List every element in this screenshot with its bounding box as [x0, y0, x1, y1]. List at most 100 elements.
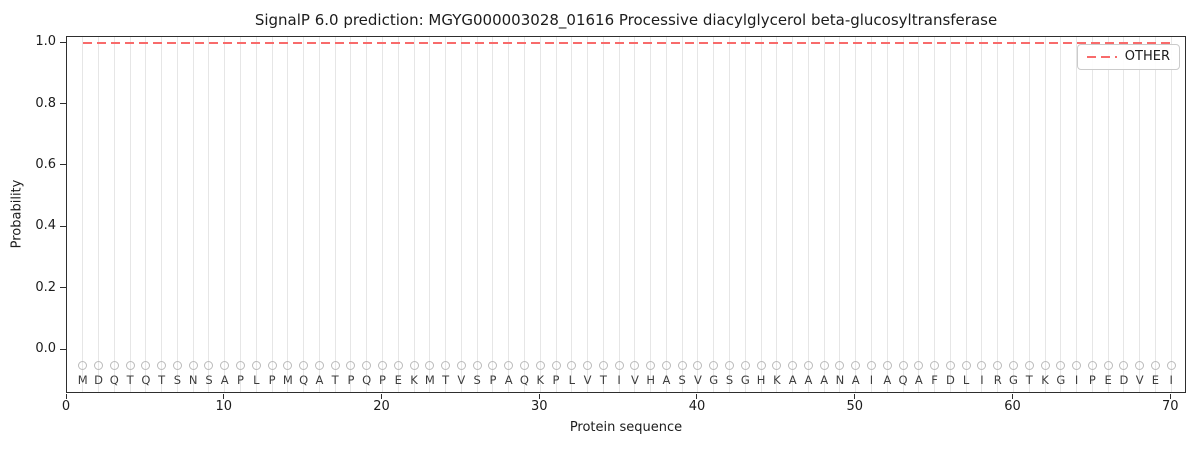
gridline	[1012, 37, 1014, 392]
sequence-letter: Q	[299, 372, 309, 387]
x-tick-mark	[1011, 394, 1013, 399]
residue-marker	[583, 360, 593, 370]
sequence-letter: S	[173, 372, 182, 387]
gridline	[981, 37, 983, 392]
sequence-letter: P	[489, 372, 497, 387]
legend-dashed-line-swatch	[1086, 55, 1117, 58]
sequence-letter: R	[993, 372, 1002, 387]
gridline	[744, 37, 746, 392]
gridline	[918, 37, 920, 392]
sequence-letter: T	[126, 372, 134, 387]
gridline	[1154, 37, 1156, 392]
sequence-letter: I	[869, 372, 874, 387]
sequence-letter: A	[804, 372, 813, 387]
residue-marker	[567, 360, 577, 370]
residue-marker	[630, 360, 640, 370]
gridline	[571, 37, 573, 392]
residue-marker	[472, 360, 482, 370]
sequence-letter: P	[237, 372, 244, 387]
residue-marker	[614, 360, 624, 370]
sequence-letter: E	[1151, 372, 1160, 387]
residue-marker	[330, 360, 340, 370]
gridline	[176, 37, 178, 392]
gridline	[1170, 37, 1172, 392]
sequence-letter: Q	[141, 372, 151, 387]
gridline	[303, 37, 305, 392]
sequence-letter: I	[1169, 372, 1173, 387]
residue-marker	[551, 360, 561, 370]
residue-marker	[393, 360, 403, 370]
sequence-letter: M	[424, 372, 435, 387]
sequence-letter: Q	[362, 372, 372, 387]
y-tick-mark	[60, 225, 66, 227]
x-tick-label: 60	[1004, 399, 1021, 414]
y-tick-mark	[60, 41, 66, 43]
gridline	[1028, 37, 1030, 392]
residue-marker	[693, 360, 703, 370]
residue-marker	[1166, 360, 1176, 370]
gridline	[902, 37, 904, 392]
sequence-letter: A	[914, 372, 923, 387]
sequence-letter: A	[662, 372, 671, 387]
sequence-letter: E	[1104, 372, 1112, 387]
residue-marker	[945, 360, 955, 370]
gridline	[350, 37, 352, 392]
sequence-letter: N	[835, 372, 845, 387]
residue-marker	[425, 360, 435, 370]
sequence-letter: V	[583, 372, 592, 387]
x-tick-label: 50	[846, 399, 863, 414]
residue-marker	[756, 360, 766, 370]
sequence-letter: P	[268, 372, 276, 387]
chart-title: SignalP 6.0 prediction: MGYG000003028_01…	[254, 11, 998, 29]
residue-marker	[993, 360, 1003, 370]
sequence-letter: I	[617, 372, 621, 387]
residue-marker	[519, 360, 529, 370]
gridline	[508, 37, 510, 392]
gridline	[555, 37, 557, 392]
y-tick-label: 0.6	[35, 156, 56, 172]
sequence-letter: G	[709, 372, 719, 387]
residue-marker	[1040, 360, 1050, 370]
gridline	[113, 37, 115, 392]
gridline	[492, 37, 494, 392]
x-tick-label: 70	[1161, 399, 1179, 414]
other-probability-line	[82, 42, 1172, 45]
residue-marker	[172, 360, 182, 370]
x-tick-mark	[223, 394, 225, 399]
gridline	[240, 37, 242, 392]
gridline	[665, 37, 667, 392]
sequence-letter: V	[694, 372, 702, 387]
residue-marker	[867, 360, 876, 370]
gridline	[697, 37, 699, 392]
sequence-letter: P	[379, 372, 386, 387]
residue-marker	[125, 360, 135, 370]
residue-marker	[1135, 360, 1145, 370]
legend: OTHER	[1076, 44, 1180, 70]
gridline	[1107, 37, 1109, 392]
residue-marker	[157, 360, 167, 370]
residue-marker	[504, 360, 514, 370]
sequence-letter: K	[773, 372, 781, 387]
residue-marker	[930, 360, 940, 370]
sequence-letter: H	[756, 372, 766, 387]
sequence-letter: K	[410, 372, 418, 387]
gridline	[1044, 37, 1046, 392]
residue-marker	[1024, 360, 1034, 370]
gridline	[886, 37, 888, 392]
gridline	[366, 37, 368, 392]
x-tick-mark	[1169, 394, 1171, 399]
sequence-letter: D	[94, 372, 103, 387]
gridline	[650, 37, 652, 392]
residue-marker	[788, 360, 798, 370]
gridline	[318, 37, 320, 392]
residue-marker	[377, 360, 387, 370]
gridline	[208, 37, 210, 392]
sequence-letter: A	[883, 372, 892, 387]
residue-marker	[409, 360, 419, 370]
gridline	[949, 37, 951, 392]
gridline	[476, 37, 478, 392]
residue-marker	[835, 360, 845, 370]
sequence-letter: L	[962, 372, 970, 387]
sequence-letter: Q	[898, 372, 908, 387]
residue-marker	[851, 360, 861, 370]
